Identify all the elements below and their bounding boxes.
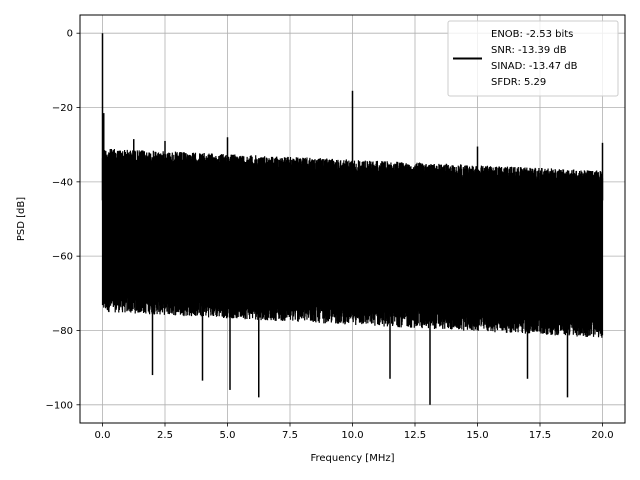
x-tick-label: 7.5 (282, 430, 298, 441)
x-tick-label: 5.0 (220, 430, 236, 441)
x-tick-label: 12.5 (404, 430, 426, 441)
psd-trace (101, 33, 604, 405)
legend-entry-snr: SNR: -13.39 dB (491, 45, 567, 56)
x-tick-label: 0.0 (95, 430, 111, 441)
y-axis-label: PSD [dB] (16, 197, 27, 241)
y-tick-label: −60 (52, 252, 73, 263)
legend-box (447, 20, 619, 97)
legend-entry-enob: ENOB: -2.53 bits (491, 29, 573, 40)
x-tick-label: 17.5 (529, 430, 551, 441)
x-tick-label: 2.5 (157, 430, 173, 441)
legend: ENOB: -2.53 bits SNR: -13.39 dB SINAD: -… (447, 20, 619, 97)
y-tick-label: −100 (46, 400, 73, 411)
x-axis-label: Frequency [MHz] (310, 453, 394, 464)
x-axis-ticks: 0.0 2.5 5.0 7.5 10.0 12.5 15.0 17.5 20.0 (95, 423, 614, 441)
y-tick-label: 0 (67, 29, 73, 40)
y-tick-label: −80 (52, 326, 73, 337)
y-tick-label: −20 (52, 103, 73, 114)
x-tick-label: 10.0 (341, 430, 363, 441)
x-tick-label: 20.0 (591, 430, 613, 441)
legend-entry-sinad: SINAD: -13.47 dB (491, 61, 578, 72)
y-tick-label: −40 (52, 177, 73, 188)
psd-noise-trace (101, 149, 604, 338)
x-tick-label: 15.0 (466, 430, 488, 441)
y-axis-ticks: 0 −20 −40 −60 −80 −100 (46, 29, 80, 411)
legend-entry-sfdr: SFDR: 5.29 (491, 77, 546, 88)
